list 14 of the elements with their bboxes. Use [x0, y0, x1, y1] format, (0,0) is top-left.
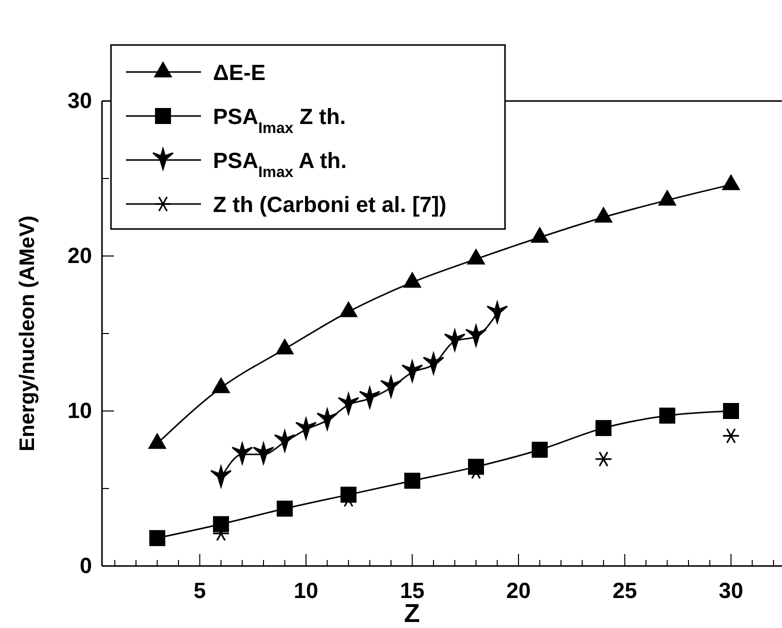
- y-tick-label: 0: [80, 553, 92, 578]
- y-tick-label: 20: [68, 243, 92, 268]
- x-tick-label: 10: [294, 578, 318, 604]
- y-axis-title: Energy/nucleon (AMeV): [16, 216, 39, 452]
- y-tick-label: 10: [68, 398, 92, 424]
- legend-label: PSA$_{Imax}$ A th.: [213, 148, 347, 180]
- legend-label: PSA$_{Imax}$ Z th.: [213, 104, 346, 136]
- x-tick-label: 30: [718, 578, 744, 604]
- x-tick-label: 5: [194, 578, 206, 604]
- y-tick-label: 30: [68, 88, 92, 114]
- legend-label: ΔE-E: [213, 60, 266, 85]
- legend-label: Z th (Carboni et al. [7]): [213, 192, 446, 217]
- x-tick-label: 25: [612, 578, 637, 604]
- x-tick-label: 20: [506, 578, 531, 604]
